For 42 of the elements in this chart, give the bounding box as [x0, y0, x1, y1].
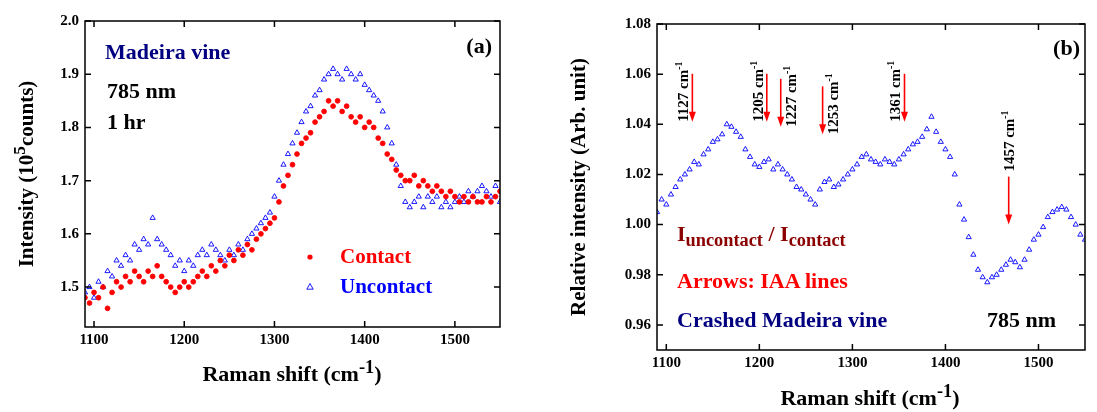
annotation: (a)	[466, 33, 492, 59]
y-tick-label: 1.06	[624, 65, 652, 82]
y-tick-label: 1.5	[60, 277, 79, 294]
annotation: 785 nm	[107, 78, 177, 104]
annotation: 1127 cm-1	[673, 61, 692, 122]
y-tick-label: 1.00	[624, 215, 651, 232]
annotation: 1227 cm-1	[780, 65, 799, 127]
y-tick-label: 1.7	[60, 171, 80, 188]
annotation: 1361 cm-1	[885, 60, 904, 122]
y-tick-label: 1.6	[60, 224, 80, 241]
x-tick-label: 1400	[349, 330, 380, 347]
annotation: Crashed Madeira vine	[677, 307, 888, 333]
x-axis-title: Raman shift (cm$^{-1}$)	[780, 380, 960, 412]
x-tick-label: 1200	[169, 330, 200, 347]
annotation: I$_{uncontact}$ / I$_{contact}$	[677, 220, 846, 252]
x-tick-label: 1300	[259, 330, 290, 347]
x-tick-label: 1500	[439, 330, 470, 347]
text: Contact	[340, 244, 412, 269]
y-tick-label: 2.0	[60, 11, 79, 28]
annotation: (b)	[1053, 35, 1080, 61]
y-tick-label: 1.9	[60, 65, 79, 82]
annotation: Madeira vine	[105, 39, 231, 65]
y-tick-label: 1.8	[60, 118, 79, 135]
y-tick-label: 1.04	[624, 115, 652, 132]
annotation: 1457 cm-1	[998, 110, 1017, 172]
x-tick-label: 1300	[837, 353, 868, 370]
x-tick-label: 1200	[744, 353, 775, 370]
annotation: 1 hr	[107, 109, 146, 135]
legend-label: Uncontact	[340, 274, 433, 299]
y-tick-label: 0.98	[624, 265, 651, 282]
x-axis-title: Raman shift (cm$^{-1}$)	[202, 356, 382, 388]
y-axis-title: Relative intensity (Arb. unit)	[565, 58, 591, 316]
y-tick-label: 1.08	[624, 14, 651, 31]
x-tick-label: 1100	[651, 353, 681, 370]
annotation: 785 nm	[987, 307, 1057, 333]
y-tick-label: 0.96	[624, 315, 652, 332]
annotation: Arrows: IAA lines	[677, 268, 848, 294]
annotation: 1205 cm-1	[747, 60, 766, 122]
x-tick-label: 1100	[79, 330, 109, 347]
y-tick-label: 1.02	[624, 165, 651, 182]
x-tick-label: 1500	[1023, 353, 1054, 370]
x-tick-label: 1400	[930, 353, 961, 370]
